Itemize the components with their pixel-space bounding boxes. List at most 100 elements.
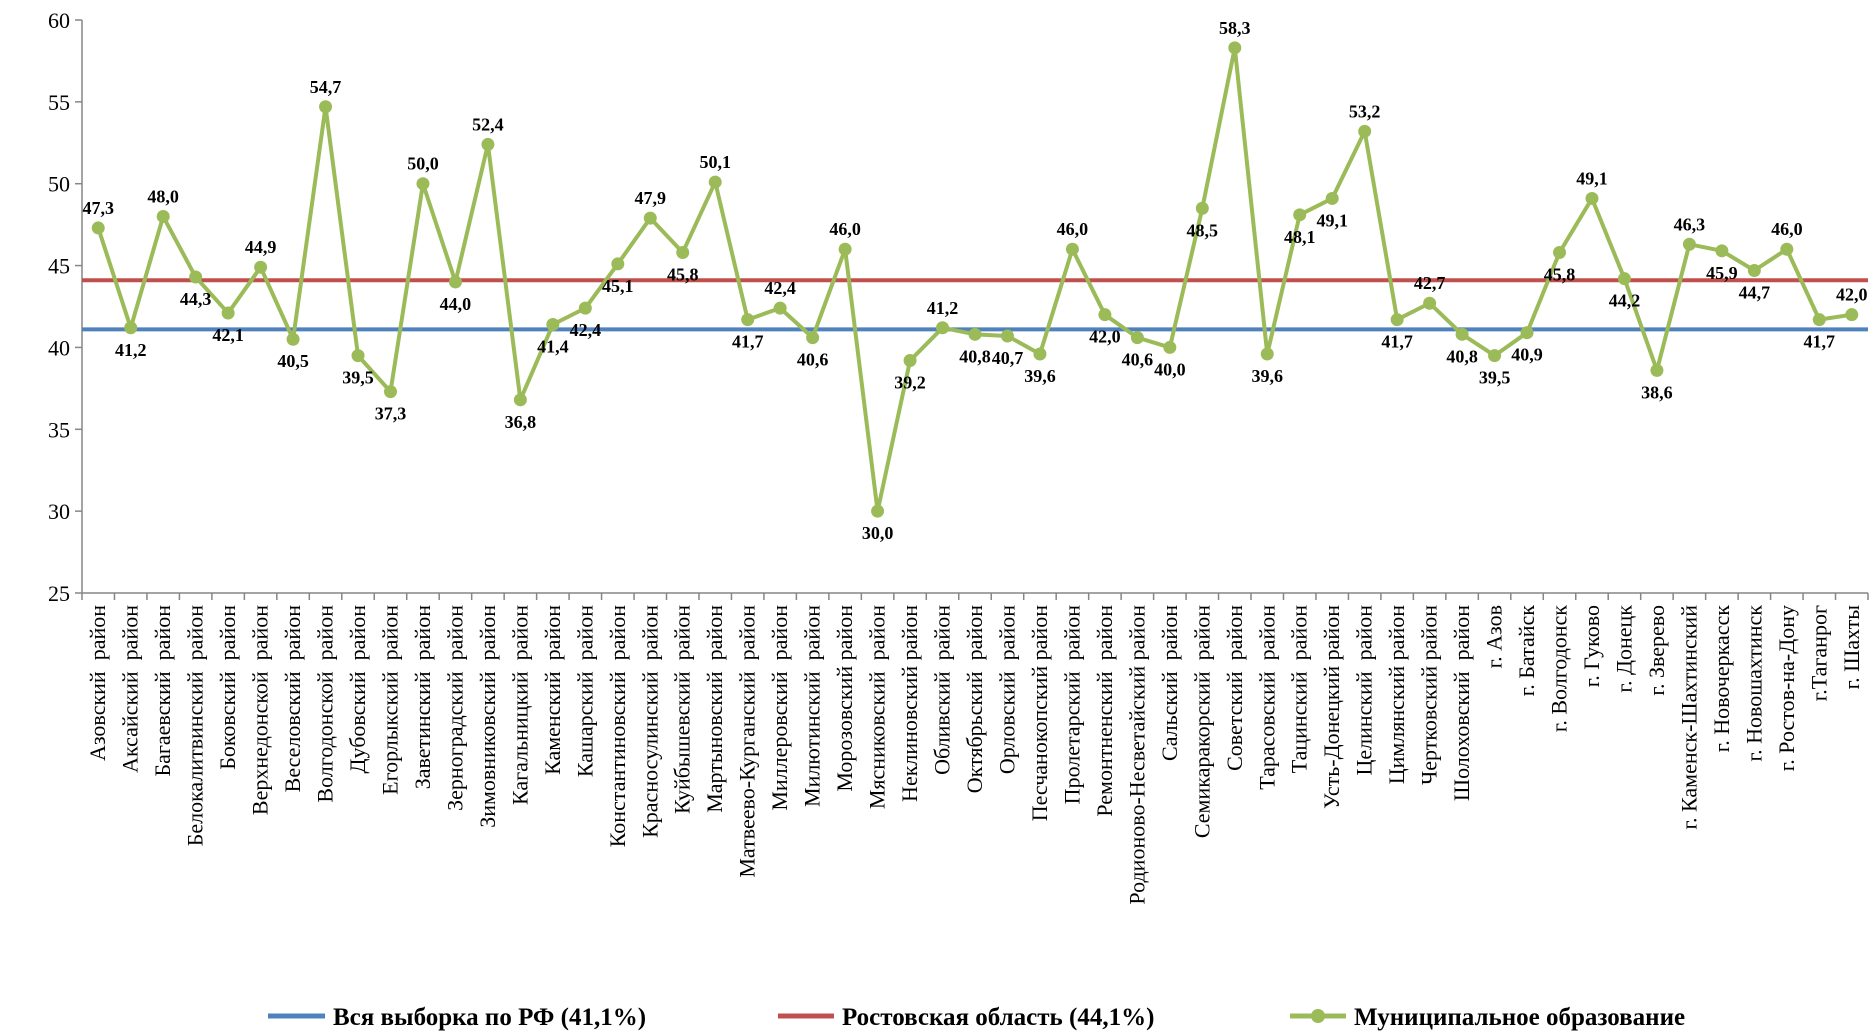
data-point[interactable] xyxy=(611,257,625,271)
category-label: Неклиновский район xyxy=(897,605,922,802)
category-label: Тацинский район xyxy=(1287,605,1312,774)
data-point[interactable] xyxy=(1488,349,1502,363)
data-point[interactable] xyxy=(936,321,950,335)
data-point[interactable] xyxy=(1747,263,1761,277)
category-label: Кагальницкий район xyxy=(507,605,532,805)
data-point[interactable] xyxy=(1650,363,1664,377)
data-point[interactable] xyxy=(1423,296,1437,310)
data-point[interactable] xyxy=(1130,331,1144,345)
data-point[interactable] xyxy=(1228,41,1242,55)
legend-item-municipal[interactable]: Муниципальное образование xyxy=(1290,1004,1685,1031)
category-label: Пролетарский район xyxy=(1059,605,1084,805)
data-point[interactable] xyxy=(254,260,268,274)
data-point[interactable] xyxy=(383,385,397,399)
data-point[interactable] xyxy=(871,504,885,518)
data-point[interactable] xyxy=(448,275,462,289)
data-point[interactable] xyxy=(1065,242,1079,256)
data-point[interactable] xyxy=(546,318,560,332)
data-point[interactable] xyxy=(286,332,300,346)
data-point[interactable] xyxy=(1780,242,1794,256)
data-point[interactable] xyxy=(741,313,755,327)
legend-marker-municipal xyxy=(1311,1009,1325,1023)
data-label: 45,8 xyxy=(1544,264,1576,284)
data-point[interactable] xyxy=(1553,245,1567,259)
data-point[interactable] xyxy=(1358,124,1372,138)
data-point[interactable] xyxy=(319,100,333,114)
data-point[interactable] xyxy=(481,137,495,151)
data-point[interactable] xyxy=(1260,347,1274,361)
data-label: 50,0 xyxy=(407,154,439,174)
data-label: 47,3 xyxy=(82,198,114,218)
data-label: 39,6 xyxy=(1252,366,1284,386)
data-label: 40,9 xyxy=(1511,345,1543,365)
data-label: 39,6 xyxy=(1024,366,1056,386)
data-point[interactable] xyxy=(124,321,138,335)
category-label: Матвеево-Курганский район xyxy=(735,605,760,878)
data-point[interactable] xyxy=(156,209,170,223)
data-label: 36,8 xyxy=(505,412,537,432)
data-point[interactable] xyxy=(1585,191,1599,205)
data-label: 42,1 xyxy=(212,325,244,345)
data-point[interactable] xyxy=(1520,326,1534,340)
data-point[interactable] xyxy=(351,349,365,363)
data-point[interactable] xyxy=(416,177,430,191)
category-label: Орловский район xyxy=(994,605,1019,774)
data-point[interactable] xyxy=(1000,329,1014,343)
data-label: 41,2 xyxy=(927,298,959,318)
data-point[interactable] xyxy=(1293,208,1307,222)
data-point[interactable] xyxy=(513,393,527,407)
data-label: 39,2 xyxy=(894,373,926,393)
category-label: Верхнедонской район xyxy=(248,605,273,815)
legend: Вся выборка по РФ (41,1%) Ростовская обл… xyxy=(268,1004,1685,1031)
category-label: г. Зверево xyxy=(1644,605,1669,696)
data-point[interactable] xyxy=(1812,313,1826,327)
legend-label-municipal: Муниципальное образование xyxy=(1354,1004,1685,1031)
data-label: 42,4 xyxy=(764,278,796,298)
data-label: 45,8 xyxy=(667,264,699,284)
category-label: Зерноградский район xyxy=(442,605,467,811)
legend-item-rf[interactable]: Вся выборка по РФ (41,1%) xyxy=(268,1004,646,1031)
category-label: Чертковский район xyxy=(1417,605,1442,785)
data-point[interactable] xyxy=(838,242,852,256)
category-label: Веселовский район xyxy=(280,605,305,793)
data-point[interactable] xyxy=(221,306,235,320)
data-point[interactable] xyxy=(1715,244,1729,258)
category-label: Красносулинский район xyxy=(637,605,662,838)
data-label: 40,6 xyxy=(797,350,829,370)
data-point[interactable] xyxy=(1098,308,1112,322)
data-point[interactable] xyxy=(1325,191,1339,205)
data-label: 45,1 xyxy=(602,276,634,296)
data-point[interactable] xyxy=(806,331,820,345)
data-point[interactable] xyxy=(643,211,657,225)
data-point[interactable] xyxy=(773,301,787,315)
data-point[interactable] xyxy=(1617,272,1631,286)
data-point[interactable] xyxy=(903,354,917,368)
data-point[interactable] xyxy=(708,175,722,189)
data-point[interactable] xyxy=(968,327,982,341)
y-tick-label: 45 xyxy=(48,254,70,279)
category-label: Целинский район xyxy=(1352,605,1377,776)
data-label: 39,5 xyxy=(342,368,374,388)
category-label: Шолоховский район xyxy=(1449,605,1474,801)
data-point[interactable] xyxy=(1455,327,1469,341)
data-point[interactable] xyxy=(189,270,203,284)
data-label: 45,9 xyxy=(1706,263,1738,283)
data-point[interactable] xyxy=(1390,313,1404,327)
municipal-series xyxy=(91,41,1859,518)
data-point[interactable] xyxy=(1845,308,1859,322)
data-point[interactable] xyxy=(1033,347,1047,361)
category-label: Азовский район xyxy=(85,605,110,761)
data-point[interactable] xyxy=(91,221,105,235)
data-point[interactable] xyxy=(578,301,592,315)
data-point[interactable] xyxy=(1682,237,1696,251)
data-point[interactable] xyxy=(1163,340,1177,354)
legend-label-rf: Вся выборка по РФ (41,1%) xyxy=(333,1004,646,1031)
data-point[interactable] xyxy=(1195,201,1209,215)
legend-item-rostov[interactable]: Ростовская область (44,1%) xyxy=(778,1004,1154,1031)
data-point[interactable] xyxy=(676,245,690,259)
category-label: Советский район xyxy=(1222,605,1247,771)
data-label: 41,2 xyxy=(115,340,147,360)
category-label: Багаевский район xyxy=(150,605,175,777)
data-labels: 47,341,248,044,342,144,940,554,739,537,3… xyxy=(82,18,1867,543)
category-label: г. Азов xyxy=(1482,605,1507,668)
